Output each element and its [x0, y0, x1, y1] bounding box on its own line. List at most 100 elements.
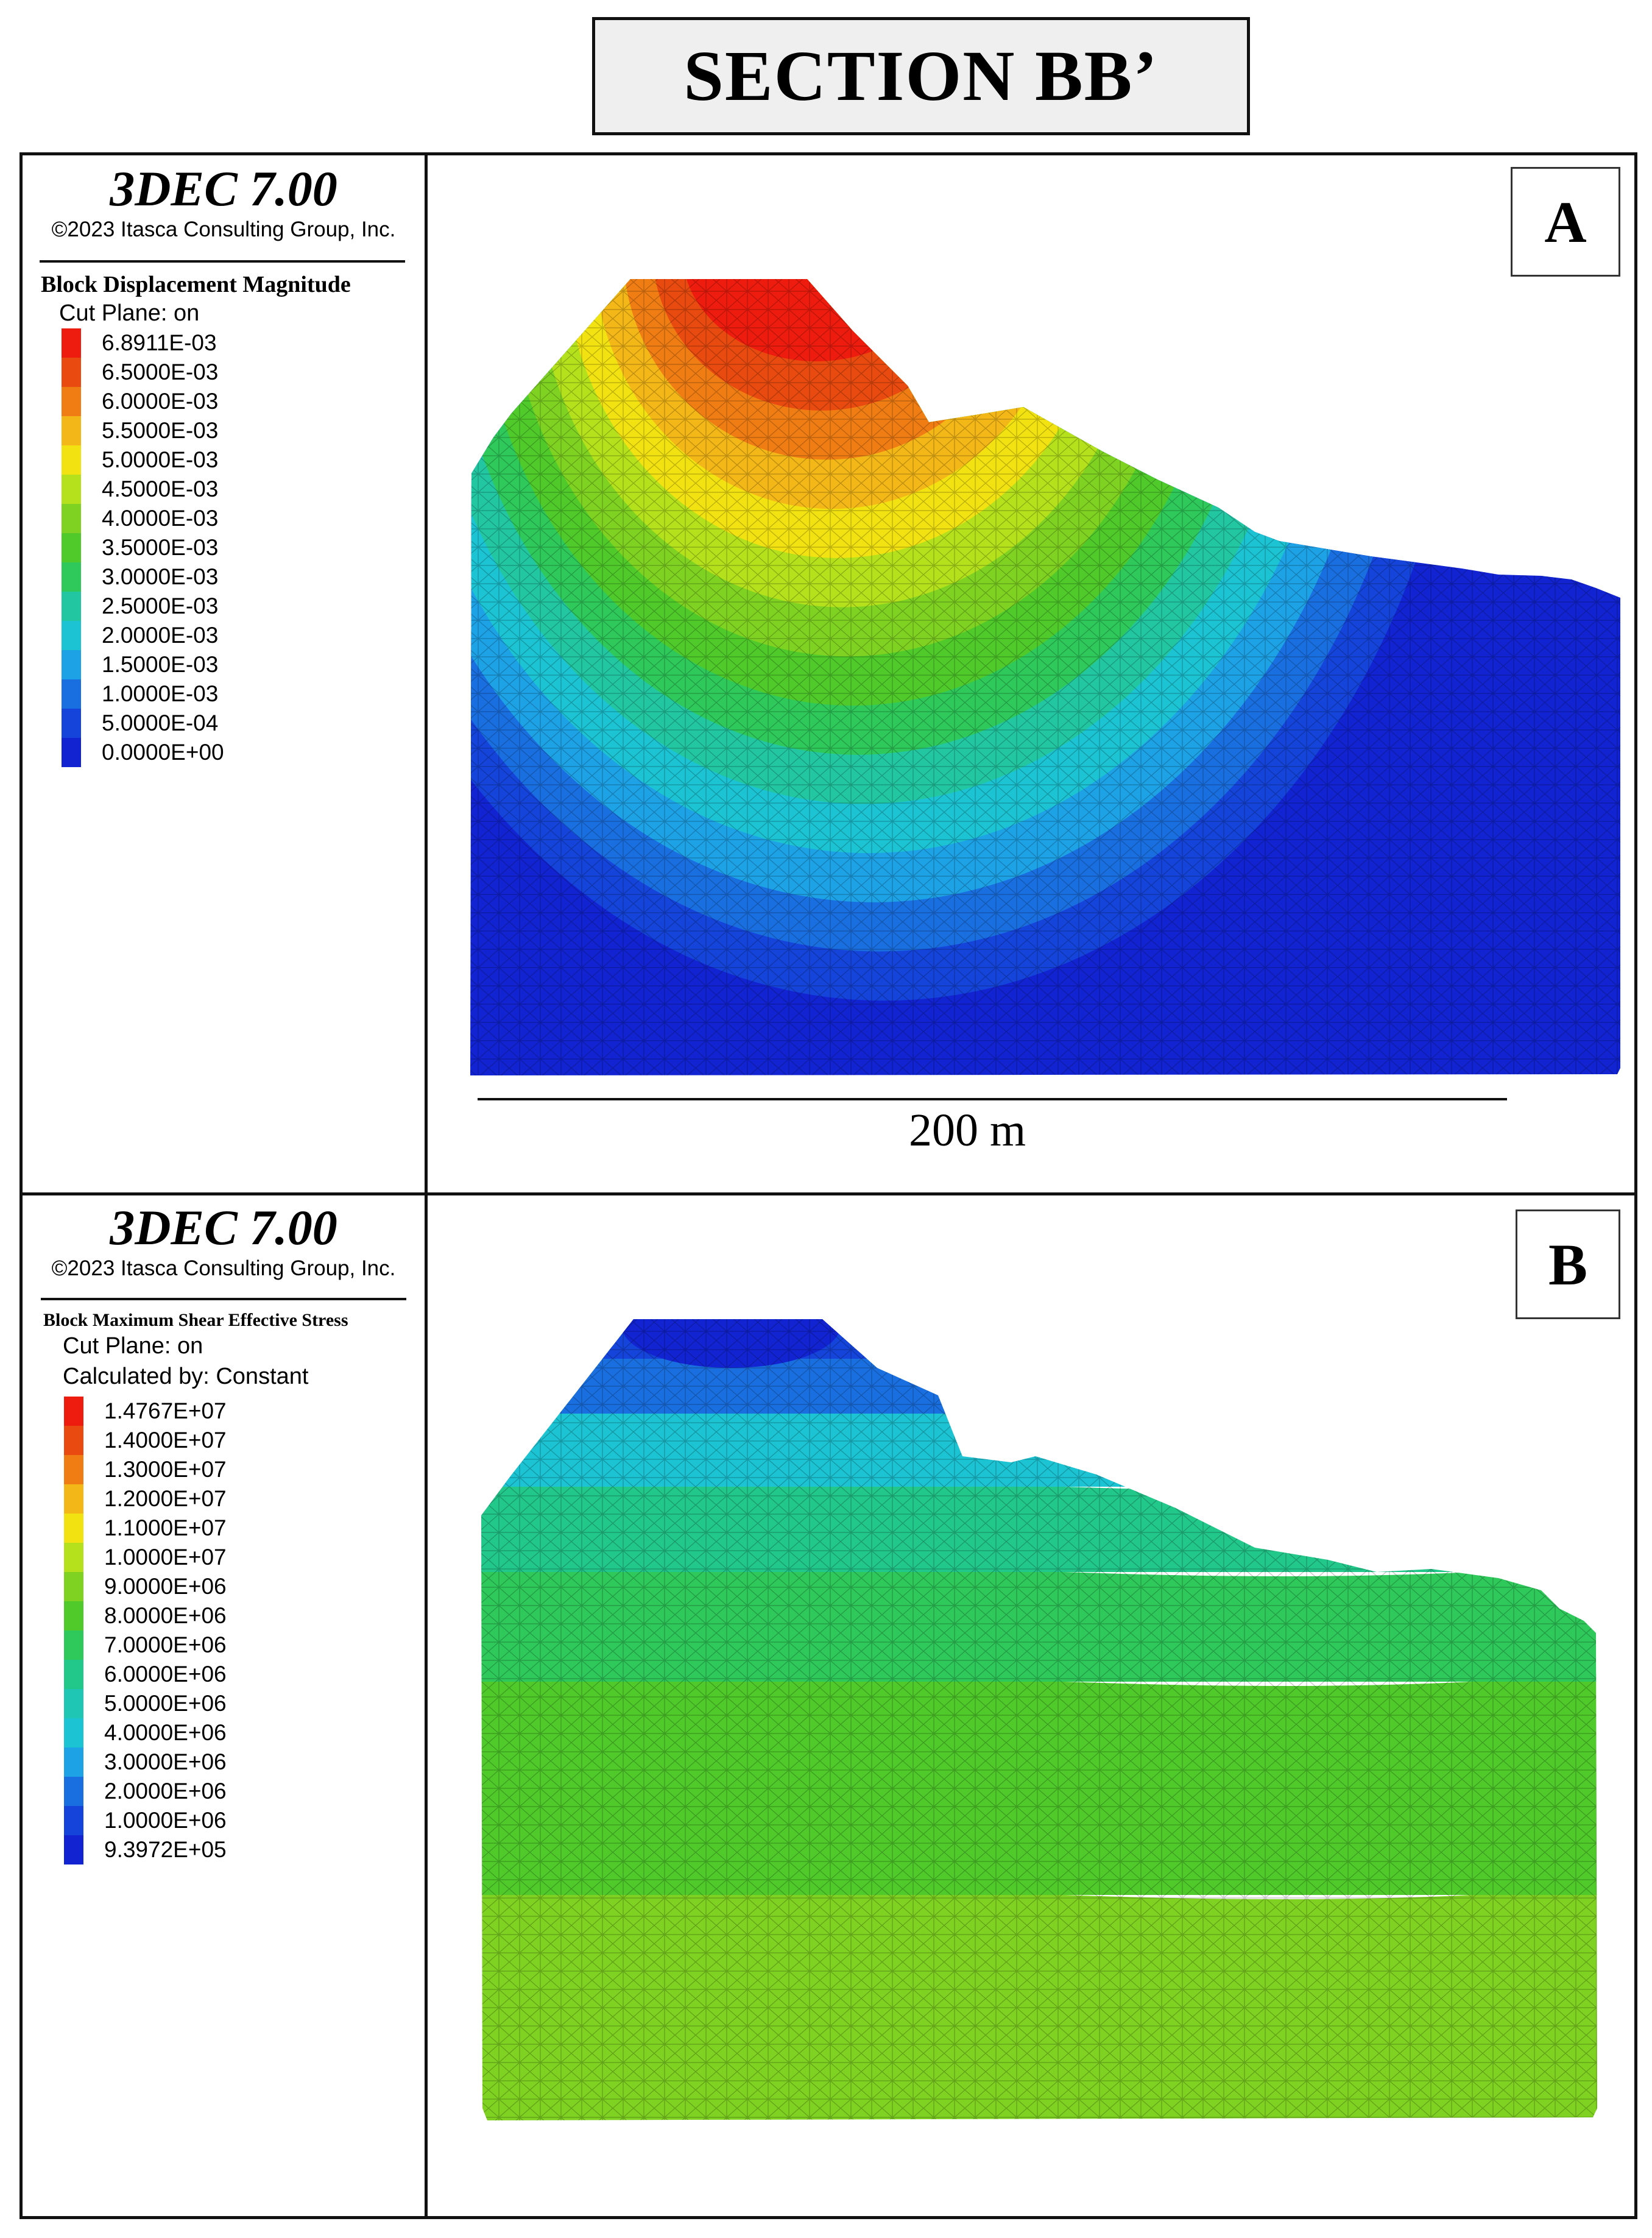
shear-stress-contour-plot	[481, 1319, 1597, 2120]
legend-entry: 7.0000E+06	[64, 1631, 227, 1660]
legend-value: 5.5000E-03	[102, 418, 219, 443]
legend-entry: 3.0000E-03	[62, 562, 218, 592]
legend-entry: 3.5000E-03	[62, 533, 218, 562]
legend-entry: 6.8911E-03	[62, 328, 217, 358]
legend-swatch	[64, 1718, 83, 1748]
legend-value: 2.0000E+06	[104, 1779, 227, 1804]
legend-entry: 1.3000E+07	[64, 1455, 227, 1484]
legend-entry: 4.0000E+06	[64, 1718, 227, 1748]
legend-value: 5.0000E-04	[102, 710, 219, 735]
scale-bar	[478, 1098, 1507, 1100]
legend-entry: 5.0000E-03	[62, 445, 218, 475]
legend-swatch	[64, 1543, 83, 1572]
copyright-b: ©2023 Itasca Consulting Group, Inc.	[51, 1256, 396, 1280]
legend-value: 6.8911E-03	[102, 330, 217, 355]
legend-value: 1.0000E+07	[104, 1545, 227, 1570]
legend-entry: 3.0000E+06	[64, 1748, 227, 1777]
legend-entry: 6.0000E-03	[62, 387, 218, 416]
legend-value: 1.5000E-03	[102, 652, 219, 677]
legend-entry: 6.5000E-03	[62, 358, 218, 387]
displacement-contour-plot	[470, 279, 1620, 1075]
legend-swatch	[62, 416, 81, 445]
legend-swatch	[62, 504, 81, 533]
legend-swatch	[64, 1484, 83, 1514]
legend-swatch	[62, 562, 81, 592]
legend-swatch	[62, 387, 81, 416]
legend-swatch	[62, 621, 81, 650]
legend-value: 3.0000E-03	[102, 564, 219, 589]
legend-swatch	[64, 1426, 83, 1455]
legend-entry: 1.4767E+07	[64, 1397, 227, 1426]
legend-swatch	[62, 592, 81, 621]
legend-entry: 1.5000E-03	[62, 650, 218, 679]
legend-divider-b	[41, 1298, 406, 1300]
legend-value: 5.0000E+06	[104, 1691, 227, 1716]
legend-entry: 1.0000E+07	[64, 1543, 227, 1572]
legend-swatch	[62, 738, 81, 767]
legend-swatch	[62, 679, 81, 709]
legend-entry: 5.0000E-04	[62, 709, 218, 738]
legend-panel-a: 3DEC 7.00 ©2023 Itasca Consulting Group,…	[19, 152, 428, 1195]
legend-entry: 1.0000E-03	[62, 679, 218, 709]
legend-value: 1.4767E+07	[104, 1398, 227, 1423]
legend-entry: 4.5000E-03	[62, 475, 218, 504]
stress-band-6	[481, 1319, 1597, 1359]
legend-value: 9.0000E+06	[104, 1574, 227, 1599]
legend-entry: 1.1000E+07	[64, 1514, 227, 1543]
legend-value: 3.0000E+06	[104, 1749, 227, 1774]
legend-entry: 1.4000E+07	[64, 1426, 227, 1455]
legend-value: 6.5000E-03	[102, 359, 219, 384]
scale-bar-label: 200 m	[909, 1105, 1026, 1156]
legend-entry: 2.0000E-03	[62, 621, 218, 650]
legend-swatch	[64, 1748, 83, 1777]
legend-swatch	[64, 1689, 83, 1718]
legend-value: 2.5000E-03	[102, 593, 219, 618]
legend-entry: 1.0000E+06	[64, 1806, 227, 1835]
legend-cut-plane-a: Cut Plane: on	[59, 300, 200, 326]
legend-entry: 0.0000E+00	[62, 738, 224, 767]
legend-panel-b: 3DEC 7.00 ©2023 Itasca Consulting Group,…	[19, 1192, 428, 2219]
legend-swatch	[62, 533, 81, 562]
software-title-a: 3DEC 7.00	[110, 161, 337, 216]
legend-entry: 6.0000E+06	[64, 1660, 227, 1689]
legend-swatch	[64, 1777, 83, 1806]
legend-value: 1.3000E+07	[104, 1457, 227, 1482]
legend-entry: 2.5000E-03	[62, 592, 218, 621]
legend-calculated-by-b: Calculated by: Constant	[63, 1364, 309, 1389]
legend-quantity-b: Block Maximum Shear Effective Stress	[43, 1310, 348, 1330]
legend-value: 6.0000E-03	[102, 389, 219, 414]
legend-value: 1.0000E+06	[104, 1808, 227, 1833]
panel-label-a: A	[1511, 167, 1620, 277]
legend-entry: 9.0000E+06	[64, 1572, 227, 1601]
legend-value: 4.5000E-03	[102, 476, 219, 501]
legend-swatch	[62, 650, 81, 679]
legend-entry: 5.0000E+06	[64, 1689, 227, 1718]
legend-swatch	[62, 709, 81, 738]
legend-quantity-a: Block Displacement Magnitude	[41, 272, 351, 297]
legend-entry: 5.5000E-03	[62, 416, 218, 445]
legend-swatch	[64, 1631, 83, 1660]
legend-swatch	[62, 475, 81, 504]
legend-value: 4.0000E-03	[102, 506, 219, 531]
section-title-box: SECTION BB’	[592, 17, 1250, 135]
legend-swatch	[64, 1660, 83, 1689]
legend-swatch	[64, 1835, 83, 1864]
legend-swatch	[64, 1514, 83, 1543]
legend-value: 5.0000E-03	[102, 447, 219, 472]
legend-divider-a	[40, 260, 405, 263]
panel-label-b: B	[1516, 1209, 1620, 1319]
legend-value: 6.0000E+06	[104, 1662, 227, 1687]
legend-value: 1.2000E+07	[104, 1486, 227, 1511]
legend-entry: 2.0000E+06	[64, 1777, 227, 1806]
legend-value: 2.0000E-03	[102, 623, 219, 648]
legend-cut-plane-b: Cut Plane: on	[63, 1333, 203, 1359]
legend-value: 7.0000E+06	[104, 1632, 227, 1657]
legend-swatch	[64, 1397, 83, 1426]
legend-swatch	[64, 1455, 83, 1484]
legend-value: 9.3972E+05	[104, 1837, 227, 1862]
copyright-a: ©2023 Itasca Consulting Group, Inc.	[51, 218, 396, 241]
legend-swatch	[64, 1806, 83, 1835]
legend-entry: 4.0000E-03	[62, 504, 218, 533]
legend-value: 8.0000E+06	[104, 1603, 227, 1628]
legend-swatch	[62, 358, 81, 387]
